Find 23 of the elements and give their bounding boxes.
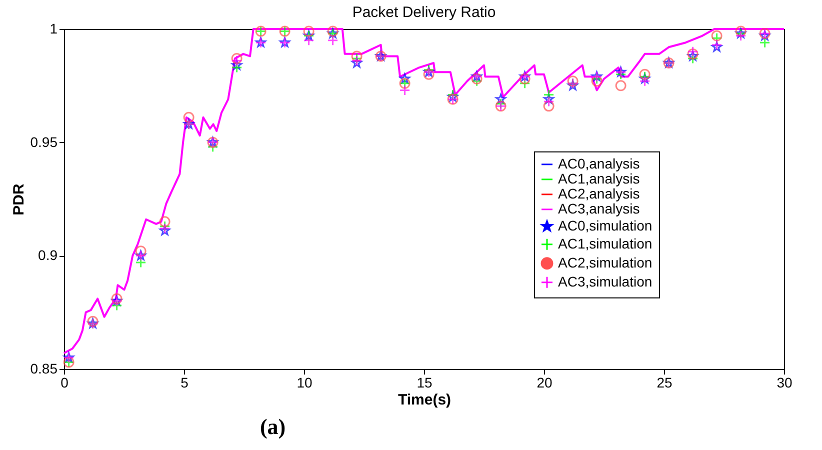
x-tick-label: 25	[656, 374, 672, 390]
x-tick-label: 15	[416, 374, 432, 390]
legend-label: AC0,simulation	[558, 217, 652, 234]
legend-label: AC3,analysis	[558, 200, 640, 216]
x-tick-label: 30	[776, 374, 792, 390]
x-tick-label: 10	[296, 374, 312, 390]
legend-label: AC1,analysis	[558, 170, 640, 186]
y-axis-title: PDR	[10, 184, 28, 216]
legend-label: AC2,simulation	[558, 254, 652, 270]
y-tick-label: 0.9	[38, 247, 58, 264]
legend-label: AC3,simulation	[558, 273, 652, 290]
legend-label: AC0,analysis	[558, 155, 640, 172]
x-tick-label: 5	[180, 374, 189, 390]
x-axis-title: Time(s)	[398, 392, 452, 408]
chart-title: Packet Delivery Ratio	[352, 4, 496, 21]
text: (a)	[260, 414, 286, 439]
y-tick-label: 1	[50, 20, 58, 36]
legend-label: AC2,analysis	[558, 185, 640, 202]
y-tick-label: 0.85	[30, 360, 58, 376]
x-tick-label: 0	[60, 374, 69, 390]
x-tick-label: 20	[536, 374, 552, 390]
y-tick-label: 0.95	[30, 134, 58, 150]
legend-label: AC1,simulation	[558, 235, 652, 252]
